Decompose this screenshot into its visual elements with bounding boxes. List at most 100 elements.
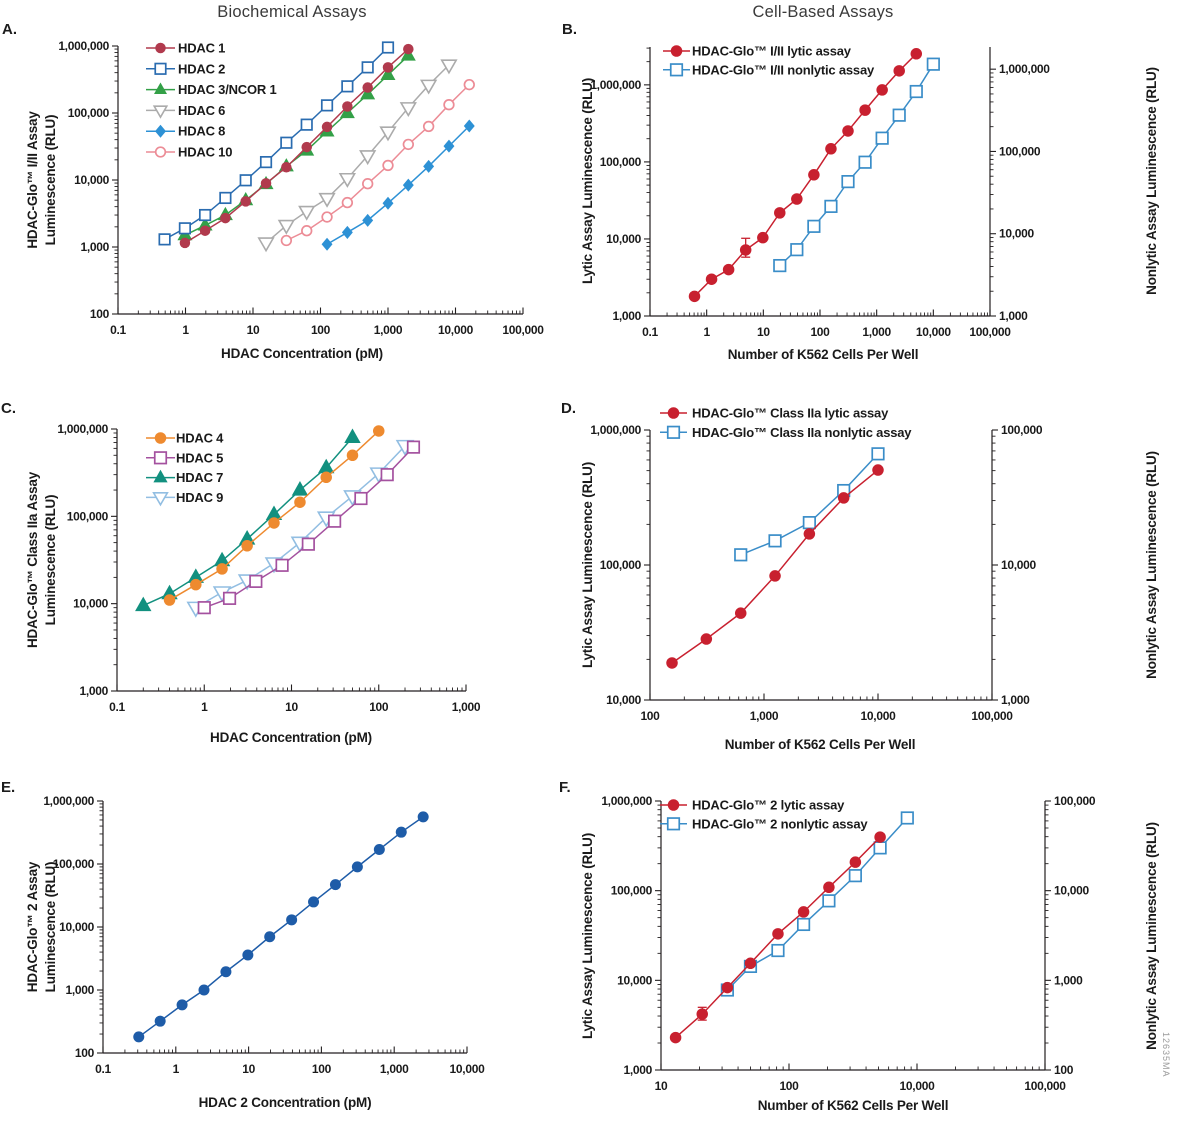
legend-item-hdac-glo-2-nonlytic-assay: HDAC-Glo™ 2 nonlytic assay — [660, 816, 869, 831]
svg-text:100,000: 100,000 — [969, 325, 1011, 339]
svg-text:1,000,000: 1,000,000 — [590, 78, 641, 92]
svg-text:10,000: 10,000 — [606, 232, 642, 246]
svg-text:1,000,000: 1,000,000 — [999, 62, 1050, 76]
svg-text:100: 100 — [312, 1062, 332, 1076]
svg-text:HDAC-Glo™ Class IIa nonlytic a: HDAC-Glo™ Class IIa nonlytic assay — [692, 425, 912, 440]
svg-text:100,000: 100,000 — [67, 509, 109, 523]
svg-text:100: 100 — [311, 323, 331, 337]
svg-text:HDAC 4: HDAC 4 — [176, 431, 224, 446]
legend-item-hdac-3-ncor-1: HDAC 3/NCOR 1 — [146, 82, 277, 97]
svg-text:Nonlytic Assay Luminescence (R: Nonlytic Assay Luminescence (RLU) — [1144, 67, 1159, 295]
svg-text:100,000: 100,000 — [53, 857, 95, 871]
svg-text:100,000: 100,000 — [971, 709, 1013, 723]
panel-C: 0.1 1 10 100 1,000 HDAC Concentration (pM) 1,0… — [25, 422, 481, 745]
svg-text:Number of K562 Cells Per Well: Number of K562 Cells Per Well — [728, 347, 919, 362]
series-hdac-1 — [179, 43, 414, 249]
svg-text:100: 100 — [1054, 1063, 1074, 1077]
svg-text:10,000: 10,000 — [916, 325, 952, 339]
svg-text:100: 100 — [369, 700, 389, 714]
svg-text:HDAC 1: HDAC 1 — [178, 41, 225, 56]
svg-text:10: 10 — [757, 325, 770, 339]
series-hdac-glo-2-lytic-assay — [669, 831, 886, 1044]
svg-text:1,000,000: 1,000,000 — [57, 422, 108, 436]
series-hdac-5 — [197, 440, 421, 615]
svg-text:1,000: 1,000 — [999, 309, 1028, 323]
svg-text:100,000: 100,000 — [1001, 423, 1043, 437]
svg-text:HDAC-Glo™ Class IIa lytic assa: HDAC-Glo™ Class IIa lytic assay — [692, 406, 889, 421]
legend-item-hdac-4: HDAC 4 — [146, 431, 224, 446]
series-hdac-glo-class-iia-lytic-assay — [666, 464, 884, 669]
svg-text:1,000,000: 1,000,000 — [590, 423, 641, 437]
svg-text:1,000: 1,000 — [862, 325, 891, 339]
series-hdac-2 — [158, 41, 395, 246]
svg-text:HDAC 5: HDAC 5 — [176, 450, 223, 465]
y-axis-left-E: 100 1,000 10,000 100,000 1,000,000 HDAC-Glo™ … — [25, 794, 103, 1060]
legend-item-hdac-1: HDAC 1 — [146, 41, 225, 56]
svg-text:1,000: 1,000 — [623, 1063, 652, 1077]
svg-text:10,000: 10,000 — [606, 693, 642, 707]
legend-item-hdac-2: HDAC 2 — [146, 61, 225, 76]
svg-text:1: 1 — [182, 323, 189, 337]
y-axis-left-A: 100 1,000 10,000 100,000 1,000,000 HDAC-Glo™ … — [25, 39, 118, 321]
column-title-cell-based: Cell-Based Assays — [752, 3, 894, 21]
svg-text:HDAC 8: HDAC 8 — [178, 124, 225, 139]
svg-text:1,000: 1,000 — [79, 684, 108, 698]
legend-item-hdac-10: HDAC 10 — [146, 145, 232, 160]
svg-text:HDAC-Glo™ I/II nonlytic assay: HDAC-Glo™ I/II nonlytic assay — [692, 62, 875, 77]
svg-text:1,000: 1,000 — [1054, 973, 1083, 987]
series-hdac-2 — [133, 811, 429, 1043]
svg-text:Lytic Assay Luminescence (RLU): Lytic Assay Luminescence (RLU) — [580, 833, 595, 1039]
legend-item-hdac-glo-i-ii-nonlytic-assay: HDAC-Glo™ I/II nonlytic assay — [663, 62, 875, 77]
svg-text:Nonlytic Assay Luminescence (R: Nonlytic Assay Luminescence (RLU) — [1144, 822, 1159, 1050]
x-axis-D: 100 1,000 10,000 100,000 Number of K562 Cell… — [640, 693, 1014, 752]
svg-text:0.1: 0.1 — [109, 700, 125, 714]
series-hdac-9 — [186, 439, 415, 618]
svg-text:HDAC-Glo™ 2 lytic assay: HDAC-Glo™ 2 lytic assay — [692, 798, 845, 813]
svg-text:10: 10 — [247, 323, 260, 337]
y-axis-right-F: 100 1,000 10,000 100,000 Nonlytic Assay Lumi… — [1045, 794, 1159, 1077]
y-axis-right-B: 1,000 10,000 100,000 1,000,000 Nonlytic Assa… — [990, 62, 1159, 323]
legend-item-hdac-glo-2-lytic-assay: HDAC-Glo™ 2 lytic assay — [660, 798, 845, 813]
svg-text:100,000: 100,000 — [999, 144, 1041, 158]
svg-text:100,000: 100,000 — [600, 155, 642, 169]
svg-text:10,000: 10,000 — [59, 920, 95, 934]
svg-text:1,000,000: 1,000,000 — [601, 794, 652, 808]
svg-text:HDAC 9: HDAC 9 — [176, 490, 223, 505]
svg-text:HDAC-Glo™ 2 nonlytic assay: HDAC-Glo™ 2 nonlytic assay — [692, 816, 868, 831]
svg-text:10,000: 10,000 — [999, 227, 1035, 241]
svg-text:10,000: 10,000 — [74, 173, 110, 187]
svg-text:HDAC-Glo™ I/II lytic assay: HDAC-Glo™ I/II lytic assay — [692, 44, 852, 59]
svg-text:10,000: 10,000 — [900, 1079, 936, 1093]
legend-item-hdac-glo-class-iia-lytic-assay: HDAC-Glo™ Class IIa lytic assay — [660, 406, 889, 421]
svg-text:100,000: 100,000 — [611, 884, 653, 898]
panel-B: 0.1 1 10 100 1,000 10,000 100,000 Number of K56… — [580, 44, 1159, 363]
legend-C: HDAC 4 HDAC 5 HDAC 7 HDAC 9 — [146, 431, 224, 507]
panel-label-f: F. — [559, 779, 571, 796]
legend-item-hdac-7: HDAC 7 — [146, 469, 223, 485]
svg-text:100,000: 100,000 — [600, 558, 642, 572]
svg-text:1,000: 1,000 — [750, 709, 779, 723]
svg-text:10: 10 — [242, 1062, 255, 1076]
x-axis-F: 10 100 10,000 100,000 Number of K562 Cells P… — [655, 1063, 1067, 1113]
svg-text:HDAC 7: HDAC 7 — [176, 470, 223, 485]
series-hdac-6 — [257, 59, 458, 253]
svg-text:10,000: 10,000 — [450, 1062, 486, 1076]
svg-text:10: 10 — [285, 700, 298, 714]
x-axis-C: 0.1 1 10 100 1,000 HDAC Concentration (pM) — [109, 684, 481, 745]
x-axis-E: 0.1 1 10 100 1,000 10,000 HDAC 2 Concentration… — [95, 1046, 486, 1110]
svg-text:1,000: 1,000 — [374, 323, 403, 337]
legend-B: HDAC-Glo™ I/II lytic assay HDAC-Glo™ I/II… — [663, 44, 875, 77]
svg-text:Number of K562 Cells Per Well: Number of K562 Cells Per Well — [758, 1098, 949, 1113]
svg-text:100,000: 100,000 — [68, 106, 110, 120]
panel-label-d: D. — [561, 400, 576, 417]
svg-text:10,000: 10,000 — [1001, 558, 1037, 572]
legend-item-hdac-8: HDAC 8 — [146, 124, 225, 139]
svg-text:1,000,000: 1,000,000 — [43, 794, 94, 808]
svg-text:10,000: 10,000 — [73, 597, 109, 611]
svg-text:10: 10 — [655, 1079, 668, 1093]
panel-label-b: B. — [562, 21, 577, 38]
y-axis-left-D: 10,000 100,000 1,000,000 Lytic Assay Lumine… — [580, 423, 650, 707]
